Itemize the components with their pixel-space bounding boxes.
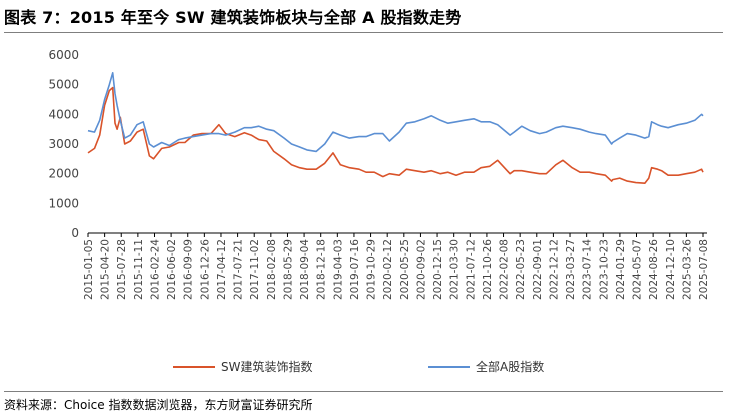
x-tick-label: 2015-07-28 [116,239,128,300]
y-tick-label: 1000 [48,196,79,210]
y-tick-label: 4000 [48,107,79,121]
x-tick-label: 2023-10-23 [598,239,610,300]
x-tick-label: 2017-04-12 [216,239,228,300]
x-tick-label: 2015-01-05 [83,239,95,300]
x-tick-label: 2022-02-08 [499,239,511,300]
x-tick-label: 2025-07-08 [698,239,710,300]
x-tick-label: 2020-09-02 [415,239,427,300]
series-line-sw [87,86,704,184]
x-tick-label: 2021-10-26 [482,239,494,300]
y-tick-label: 2000 [48,167,79,181]
x-tick-label: 2025-03-26 [681,239,693,300]
legend-label: SW建筑装饰指数 [221,359,312,374]
y-tick-label: 0 [71,226,79,240]
title-rule [4,32,723,33]
source-rule [4,391,723,392]
x-tick-label: 2018-09-04 [299,239,311,300]
x-tick-label: 2018-05-29 [282,239,294,300]
x-tick-label: 2020-05-25 [399,239,411,300]
x-tick-label: 2016-02-24 [149,239,161,300]
x-tick-label: 2018-12-18 [316,239,328,300]
x-tick-label: 2024-05-07 [632,239,644,300]
x-tick-label: 2016-12-26 [199,239,211,300]
series-line-all-a [87,72,704,153]
legend-label: 全部A股指数 [476,359,544,374]
y-axis: 0 1000 2000 3000 4000 5000 6000 [48,48,79,240]
x-tick-label: 2019-04-03 [332,239,344,300]
series-lines [87,72,704,184]
x-tick-label: 2022-09-01 [532,239,544,300]
x-tick-label: 2020-02-12 [382,239,394,300]
x-tick-label: 2017-07-21 [233,239,245,300]
y-tick-label: 5000 [48,78,79,92]
legend: SW建筑装饰指数 全部A股指数 [173,359,544,374]
x-tick-label: 2024-08-26 [648,239,660,300]
x-tick-label: 2019-07-16 [349,239,361,300]
x-axis: 2015-01-05 2015-04-20 2015-07-28 2015-11-11… [83,232,710,300]
x-tick-label: 2024-01-29 [615,239,627,300]
x-tick-label: 2017-11-02 [249,239,261,300]
x-tick-label: 2018-02-08 [266,239,278,300]
x-tick-label: 2022-12-12 [548,239,560,300]
y-tick-label: 3000 [48,137,79,151]
x-tick-label: 2023-03-27 [565,239,577,300]
x-tick-label: 2015-11-11 [133,239,145,300]
x-tick-label: 2016-06-02 [166,239,178,300]
x-tick-label: 2020-12-15 [432,239,444,300]
x-tick-label: 2021-03-30 [449,239,461,300]
x-tick-label: 2016-09-09 [183,239,195,300]
x-tick-label: 2022-05-23 [515,239,527,300]
x-tick-label: 2024-12-10 [665,239,677,300]
y-tick-label: 6000 [48,48,79,62]
source-note: 资料来源：Choice 指数数据浏览器，东方财富证券研究所 [4,398,313,412]
x-tick-label: 2023-07-14 [582,239,594,300]
x-tick-label: 2019-10-29 [366,239,378,300]
x-tick-label: 2021-07-12 [465,239,477,300]
x-tick-label: 2015-04-20 [100,239,112,300]
figure-title: 图表 7：2015 年至今 SW 建筑装饰板块与全部 A 股指数走势 [4,8,462,27]
